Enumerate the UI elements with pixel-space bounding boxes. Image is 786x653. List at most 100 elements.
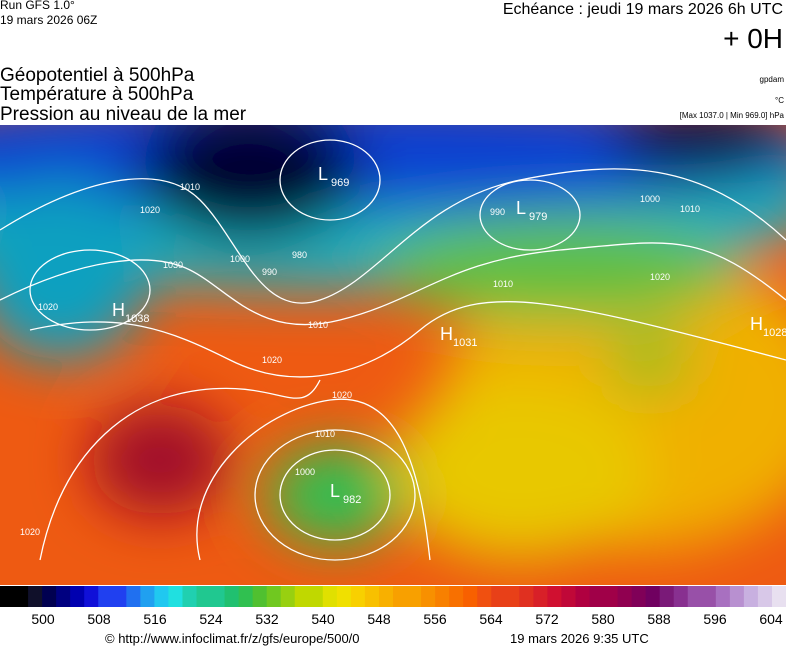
colorbar-cell xyxy=(547,586,562,607)
colorbar-label: 508 xyxy=(87,611,111,627)
unit: °C xyxy=(775,96,784,105)
generation-time: 19 mars 2026 9:35 UTC xyxy=(510,631,649,646)
run-date: 19 mars 2026 06Z xyxy=(0,13,97,27)
colorbar-cell xyxy=(56,586,71,607)
colorbar-cell xyxy=(98,586,113,607)
colorbar-cell xyxy=(771,586,786,607)
isobar-label: 1030 xyxy=(163,260,183,270)
colorbar-cell xyxy=(350,586,366,607)
colorbar-label: 588 xyxy=(647,611,671,627)
isobar-label: 1020 xyxy=(38,302,58,312)
offset: + 0H xyxy=(723,23,783,54)
colorbar-cell xyxy=(393,586,408,607)
colorbar-cell xyxy=(743,586,759,607)
colorbar-cell xyxy=(449,586,464,607)
isobar-labels: 1020 1010 1000 990 980 1010 1020 1030 1020 1010 10… xyxy=(20,182,700,537)
colorbar-cell xyxy=(687,586,703,607)
colorbar-cell xyxy=(322,586,338,607)
colorbar-cell xyxy=(28,586,43,607)
isobar-label: 990 xyxy=(490,207,505,217)
center-letter: L xyxy=(516,198,526,218)
colorbar-cell xyxy=(715,586,731,607)
echeance: Echéance : jeudi 19 mars 2026 6h UTC xyxy=(503,1,783,18)
title-line: Température à 500hPa xyxy=(0,84,194,105)
header: Run GFS 1.0° 19 mars 2026 06Z Echéance :… xyxy=(0,0,785,125)
unit: [Max 1037.0 | Min 969.0] hPa xyxy=(680,111,785,120)
center-letter: H xyxy=(750,314,763,334)
isobar-label: 1020 xyxy=(140,205,160,215)
center-letter: L xyxy=(330,481,340,501)
center-value: 1038 xyxy=(125,313,149,325)
colorbar-cell xyxy=(575,586,590,607)
colorbar-cell xyxy=(617,586,633,607)
center-value: 982 xyxy=(343,494,361,506)
colorbar-cell xyxy=(378,586,394,607)
colorbar-cell xyxy=(729,586,745,607)
colorbar-cell xyxy=(196,586,212,607)
isobar-label: 1000 xyxy=(295,467,315,477)
isobar-label: 1010 xyxy=(180,182,200,192)
title-line: Géopotentiel à 500hPa xyxy=(0,65,195,86)
isobar-label: 1000 xyxy=(230,254,250,264)
center-value: 1028 xyxy=(763,327,786,339)
center-letter: L xyxy=(318,164,328,184)
colorbar-cell xyxy=(491,586,506,607)
colorbar-cell xyxy=(435,586,450,607)
isobar-label: 1010 xyxy=(315,429,335,439)
colorbar-cell xyxy=(210,586,226,607)
colorbar-label: 604 xyxy=(759,611,783,627)
center-value: 979 xyxy=(529,211,547,223)
colorbar-label: 500 xyxy=(31,611,55,627)
isobar-label: 990 xyxy=(262,267,277,277)
isobar-label: 1020 xyxy=(262,355,282,365)
colorbar-cell xyxy=(140,586,155,607)
colorbar-label: 548 xyxy=(367,611,391,627)
colorbar-label: 580 xyxy=(591,611,615,627)
colorbar-cell xyxy=(673,586,689,607)
colorbar-label: 556 xyxy=(423,611,447,627)
colorbar: 500 508 516 524 532 540 548 556 564 572 580 588 596 6… xyxy=(0,586,786,627)
isobar-label: 980 xyxy=(292,250,307,260)
isobar-label: 1000 xyxy=(640,194,660,204)
colorbar-label: 564 xyxy=(479,611,503,627)
isobar-label: 1010 xyxy=(493,279,513,289)
isobar-label: 1020 xyxy=(650,272,670,282)
colorbar-cell xyxy=(224,586,240,607)
colorbar-cell xyxy=(294,586,310,607)
colorbar-label: 516 xyxy=(143,611,167,627)
colorbar-cell xyxy=(126,586,141,607)
colorbar-cell xyxy=(659,586,675,607)
colorbar-cell xyxy=(603,586,619,607)
colorbar-label: 524 xyxy=(199,611,223,627)
center-value: 1031 xyxy=(453,337,477,349)
isobar-label: 1010 xyxy=(308,320,328,330)
unit: gpdam xyxy=(760,75,785,84)
colorbar-cell xyxy=(407,586,422,607)
center-letter: H xyxy=(440,324,453,344)
colorbar-cell xyxy=(266,586,282,607)
colorbar-cell xyxy=(252,586,268,607)
colorbar-cell xyxy=(421,586,436,607)
colorbar-cell xyxy=(701,586,717,607)
isobar-label: 1010 xyxy=(680,204,700,214)
colorbar-cell xyxy=(757,586,773,607)
colorbar-cell xyxy=(519,586,534,607)
colorbar-cell xyxy=(645,586,661,607)
colorbar-cell xyxy=(168,586,183,607)
center-value: 969 xyxy=(331,177,349,189)
isobar-label: 1020 xyxy=(332,390,352,400)
colorbar-cell xyxy=(308,586,324,607)
colorbar-cell xyxy=(14,586,29,607)
colorbar-cell xyxy=(42,586,57,607)
source-url: © http://www.infoclimat.fr/z/gfs/europe/… xyxy=(105,631,360,646)
isobar-label: 1020 xyxy=(20,527,40,537)
colorbar-cell xyxy=(182,586,197,607)
colorbar-cell xyxy=(631,586,647,607)
colorbar-cell xyxy=(70,586,85,607)
title-line: Pression au niveau de la mer xyxy=(0,104,247,125)
colorbar-cell xyxy=(533,586,548,607)
colorbar-cell xyxy=(505,586,520,607)
